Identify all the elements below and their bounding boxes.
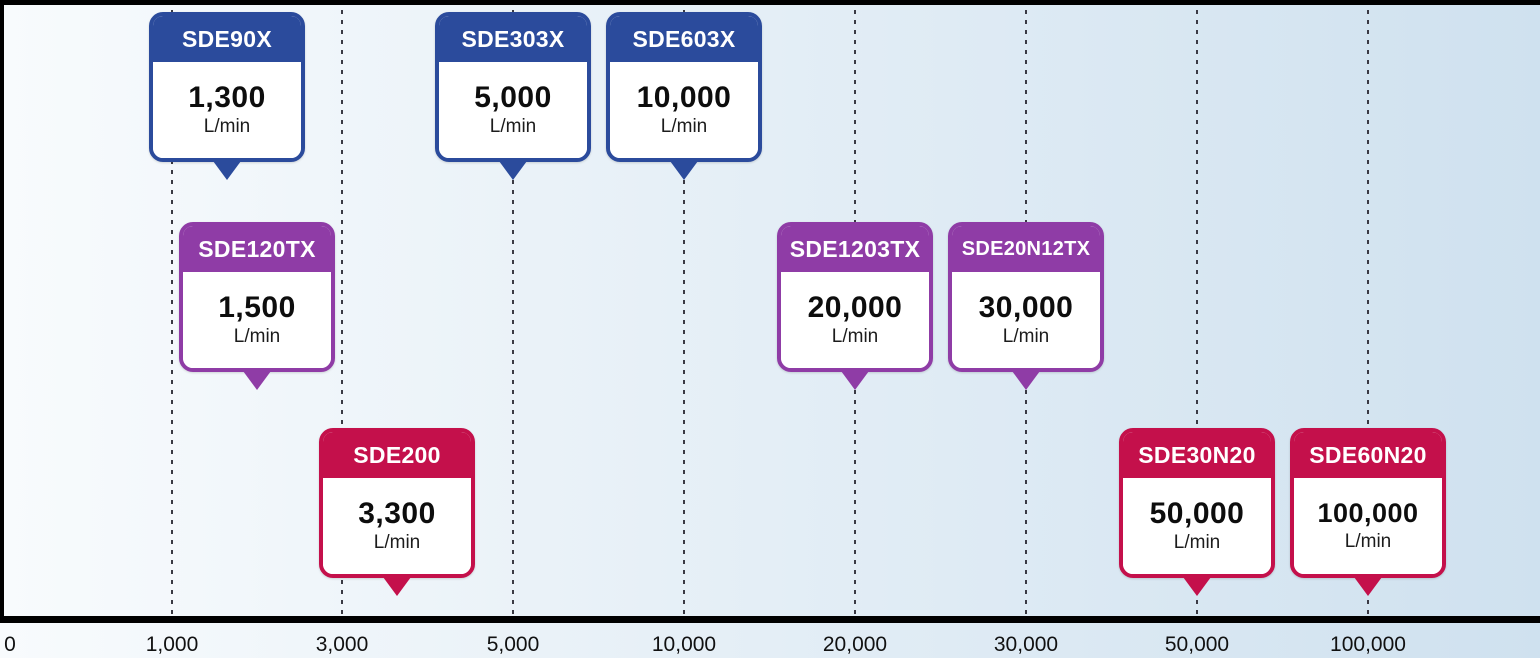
- badge-sde20n12tx: SDE20N12TX 30,000 L/min: [948, 222, 1104, 390]
- badge-box: SDE30N20 50,000 L/min: [1119, 428, 1275, 578]
- x-tick-0: 0: [4, 633, 16, 656]
- flow-value: 3,300: [358, 496, 436, 530]
- badge-box: SDE20N12TX 30,000 L/min: [948, 222, 1104, 372]
- x-tick-20000: 20,000: [822, 633, 888, 656]
- badge-body: 20,000 L/min: [781, 272, 929, 368]
- badge-box: SDE1203TX 20,000 L/min: [777, 222, 933, 372]
- gridline-5000: [512, 0, 514, 616]
- flow-unit: L/min: [1344, 530, 1392, 552]
- x-tick-30000: 30,000: [993, 633, 1059, 656]
- flow-value: 30,000: [978, 290, 1074, 324]
- badge-body: 30,000 L/min: [952, 272, 1100, 368]
- x-tick-3000: 3,000: [315, 633, 369, 656]
- flow-unit: L/min: [1002, 326, 1050, 348]
- callout-tail-icon: [213, 161, 241, 180]
- flow-unit: L/min: [489, 116, 537, 138]
- x-tick-5000: 5,000: [486, 633, 540, 656]
- chart-top-border: [0, 0, 1540, 5]
- badge-sde90x: SDE90X 1,300 L/min: [149, 12, 305, 180]
- product-name: SDE20N12TX: [952, 226, 1100, 272]
- badge-box: SDE603X 10,000 L/min: [606, 12, 762, 162]
- product-name: SDE603X: [610, 16, 758, 62]
- gridline-100000: [1367, 0, 1369, 616]
- flow-value: 10,000: [636, 80, 732, 114]
- badge-box: SDE60N20 100,000 L/min: [1290, 428, 1446, 578]
- badge-sde120tx: SDE120TX 1,500 L/min: [179, 222, 335, 390]
- badge-body: 50,000 L/min: [1123, 478, 1271, 574]
- flow-unit: L/min: [233, 326, 281, 348]
- product-name: SDE1203TX: [781, 226, 929, 272]
- flow-value: 1,300: [188, 80, 266, 114]
- flow-value: 1,500: [218, 290, 296, 324]
- flow-unit: L/min: [1173, 532, 1221, 554]
- callout-tail-icon: [383, 577, 411, 596]
- x-tick-10000: 10,000: [651, 633, 717, 656]
- badge-box: SDE90X 1,300 L/min: [149, 12, 305, 162]
- product-name: SDE120TX: [183, 226, 331, 272]
- callout-tail-icon: [670, 161, 698, 180]
- callout-tail-icon: [841, 371, 869, 390]
- flow-value: 50,000: [1149, 496, 1245, 530]
- product-name: SDE30N20: [1123, 432, 1271, 478]
- callout-tail-icon: [1012, 371, 1040, 390]
- gridline-3000: [341, 0, 343, 616]
- badge-box: SDE120TX 1,500 L/min: [179, 222, 335, 372]
- flow-unit: L/min: [660, 116, 708, 138]
- callout-tail-icon: [1183, 577, 1211, 596]
- product-name: SDE60N20: [1294, 432, 1442, 478]
- badge-box: SDE200 3,300 L/min: [319, 428, 475, 578]
- flow-value: 100,000: [1317, 498, 1419, 529]
- badge-sde1203tx: SDE1203TX 20,000 L/min: [777, 222, 933, 390]
- badge-body: 1,300 L/min: [153, 62, 301, 158]
- flow-unit: L/min: [203, 116, 251, 138]
- callout-tail-icon: [1354, 577, 1382, 596]
- callout-tail-icon: [499, 161, 527, 180]
- flow-unit: L/min: [373, 532, 421, 554]
- x-tick-100000: 100,000: [1330, 633, 1406, 656]
- callout-tail-icon: [243, 371, 271, 390]
- badge-body: 10,000 L/min: [610, 62, 758, 158]
- badge-body: 1,500 L/min: [183, 272, 331, 368]
- badge-body: 100,000 L/min: [1294, 478, 1442, 574]
- x-axis-line: [0, 616, 1540, 623]
- flow-unit: L/min: [831, 326, 879, 348]
- gridline-10000: [683, 0, 685, 616]
- badge-sde200: SDE200 3,300 L/min: [319, 428, 475, 596]
- badge-sde60n20: SDE60N20 100,000 L/min: [1290, 428, 1446, 596]
- badge-sde303x: SDE303X 5,000 L/min: [435, 12, 591, 180]
- badge-box: SDE303X 5,000 L/min: [435, 12, 591, 162]
- badge-sde603x: SDE603X 10,000 L/min: [606, 12, 762, 180]
- x-tick-1000: 1,000: [145, 633, 199, 656]
- x-tick-50000: 50,000: [1164, 633, 1230, 656]
- badge-body: 3,300 L/min: [323, 478, 471, 574]
- product-name: SDE200: [323, 432, 471, 478]
- product-name: SDE90X: [153, 16, 301, 62]
- flow-value: 20,000: [807, 290, 903, 324]
- badge-body: 5,000 L/min: [439, 62, 587, 158]
- gridline-50000: [1196, 0, 1198, 616]
- product-name: SDE303X: [439, 16, 587, 62]
- gridline-1000: [171, 0, 173, 616]
- flow-value: 5,000: [474, 80, 552, 114]
- badge-sde30n20: SDE30N20 50,000 L/min: [1119, 428, 1275, 596]
- chart-left-border: [0, 0, 4, 623]
